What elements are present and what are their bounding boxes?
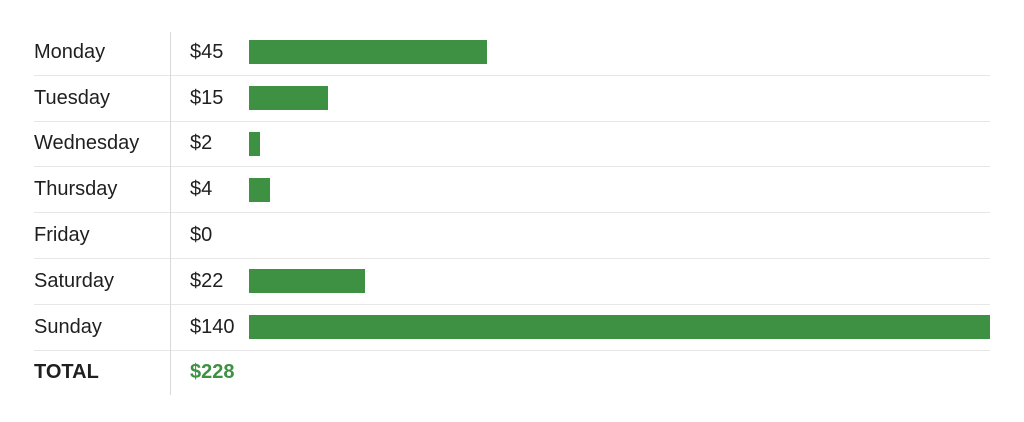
chart-row-friday: Friday $0 (34, 213, 990, 259)
total-label: TOTAL (34, 361, 99, 384)
chart-row-saturday: Saturday $22 (34, 259, 990, 305)
value-label: $45 (190, 40, 224, 63)
bar-wednesday (249, 131, 260, 156)
bar-saturday (249, 269, 366, 294)
bar-monday (249, 40, 488, 65)
bar-thursday (249, 177, 271, 202)
bar-track (249, 269, 990, 294)
day-label: Thursday (34, 178, 118, 201)
day-label: Sunday (34, 315, 102, 338)
chart-row-wednesday: Wednesday $2 (34, 122, 990, 168)
bar-track (249, 315, 990, 340)
column-divider (170, 32, 171, 396)
day-label: Friday (34, 224, 90, 247)
bar-track (249, 177, 990, 202)
day-label: Tuesday (34, 86, 110, 109)
chart-row-total: TOTAL $228 (34, 351, 990, 396)
day-label: Saturday (34, 269, 115, 292)
chart-row-monday: Monday $45 (34, 30, 990, 76)
bar-track (249, 40, 990, 65)
value-label: $0 (190, 224, 213, 247)
chart-row-thursday: Thursday $4 (34, 167, 990, 214)
total-value: $228 (190, 361, 235, 384)
value-label: $4 (190, 178, 213, 201)
bar-track (249, 131, 990, 156)
bar-tuesday (249, 86, 329, 111)
chart-row-tuesday: Tuesday $15 (34, 76, 990, 122)
value-label: $140 (190, 315, 235, 338)
daily-spending-bar-chart: Monday $45 Tuesday $15 Wednesday $2 Thur… (34, 30, 990, 396)
bar-sunday (249, 315, 990, 340)
bar-track (249, 361, 990, 385)
bar-track (249, 224, 990, 248)
value-label: $15 (190, 86, 224, 109)
value-label: $2 (190, 132, 213, 155)
day-label: Wednesday (34, 132, 140, 155)
value-label: $22 (190, 269, 224, 292)
bar-track (249, 86, 990, 111)
day-label: Monday (34, 40, 106, 63)
chart-row-sunday: Sunday $140 (34, 305, 990, 351)
